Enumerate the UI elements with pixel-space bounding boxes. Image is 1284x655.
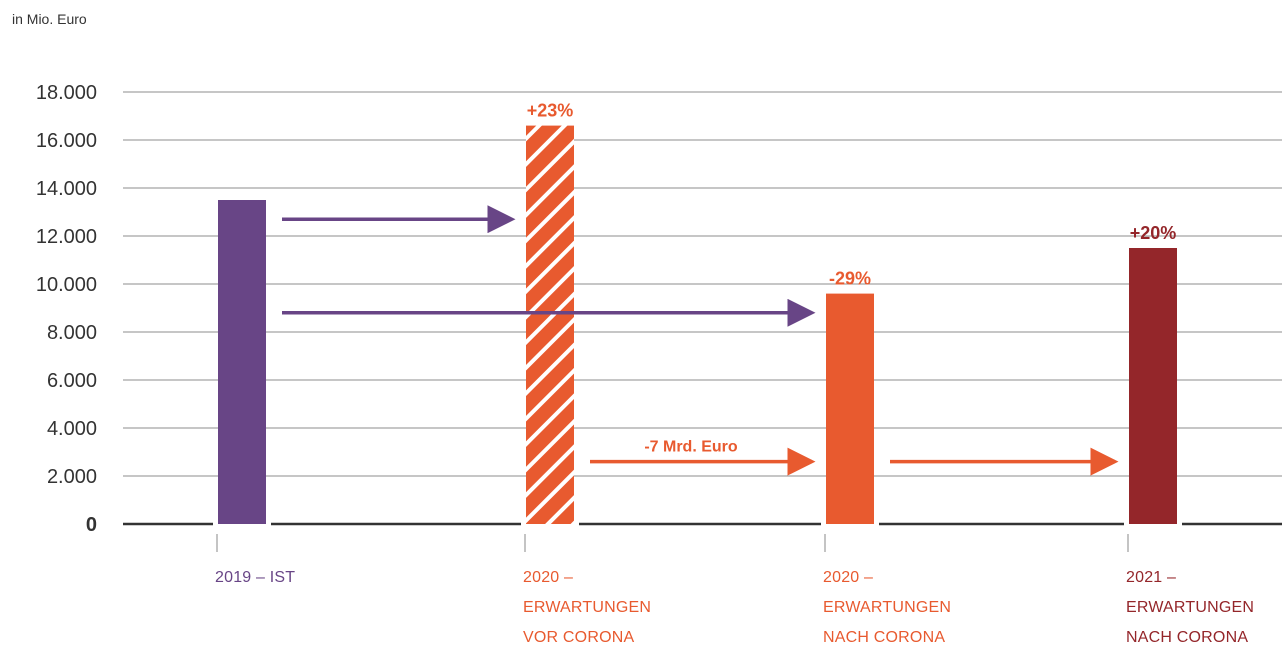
y-tick-label: 12.000 <box>36 226 97 248</box>
y-tick-label: 16.000 <box>36 130 97 152</box>
bars <box>213 125 1182 527</box>
x-tick-label: ERWARTUNGEN <box>523 599 651 616</box>
x-axis: 2019 – IST 2020 – ERWARTUNGEN VOR CORONA 202… <box>215 534 1254 646</box>
y-tick-label: 4.000 <box>47 418 97 440</box>
y-tick-label: 10.000 <box>36 274 97 296</box>
arrows: -7 Mrd. Euro <box>282 205 1119 476</box>
y-tick-label: 14.000 <box>36 178 97 200</box>
x-tick-label: NACH CORONA <box>1126 629 1248 646</box>
y-tick-label: 0 <box>86 514 97 536</box>
bar <box>218 200 266 524</box>
change-label: +23% <box>527 101 574 121</box>
bar-labels: +23% -29% +20% <box>527 101 1177 289</box>
x-tick-label: 2020 – <box>823 569 873 586</box>
change-label: +20% <box>1130 223 1177 243</box>
arrow-label: -7 Mrd. Euro <box>644 439 738 456</box>
y-tick-label: 6.000 <box>47 370 97 392</box>
bar <box>526 125 574 524</box>
y-tick-label: 2.000 <box>47 466 97 488</box>
x-tick-label: ERWARTUNGEN <box>823 599 951 616</box>
x-tick-label: 2020 – <box>523 569 573 586</box>
x-tick-label: ERWARTUNGEN <box>1126 599 1254 616</box>
x-tick-label: NACH CORONA <box>823 629 945 646</box>
y-tick-label: 8.000 <box>47 322 97 344</box>
x-tick-label: VOR CORONA <box>523 629 634 646</box>
bar <box>1129 248 1177 524</box>
y-axis: 0 2.000 4.000 6.000 8.000 10.000 12.000 14.000 1… <box>36 82 97 536</box>
bar <box>826 293 874 524</box>
x-tick-label: 2021 – <box>1126 569 1176 586</box>
x-tick-label: 2019 – IST <box>215 569 295 586</box>
unit-label: in Mio. Euro <box>12 11 87 27</box>
y-tick-label: 18.000 <box>36 82 97 104</box>
change-label: -29% <box>829 269 871 289</box>
gridlines <box>123 91 1282 526</box>
